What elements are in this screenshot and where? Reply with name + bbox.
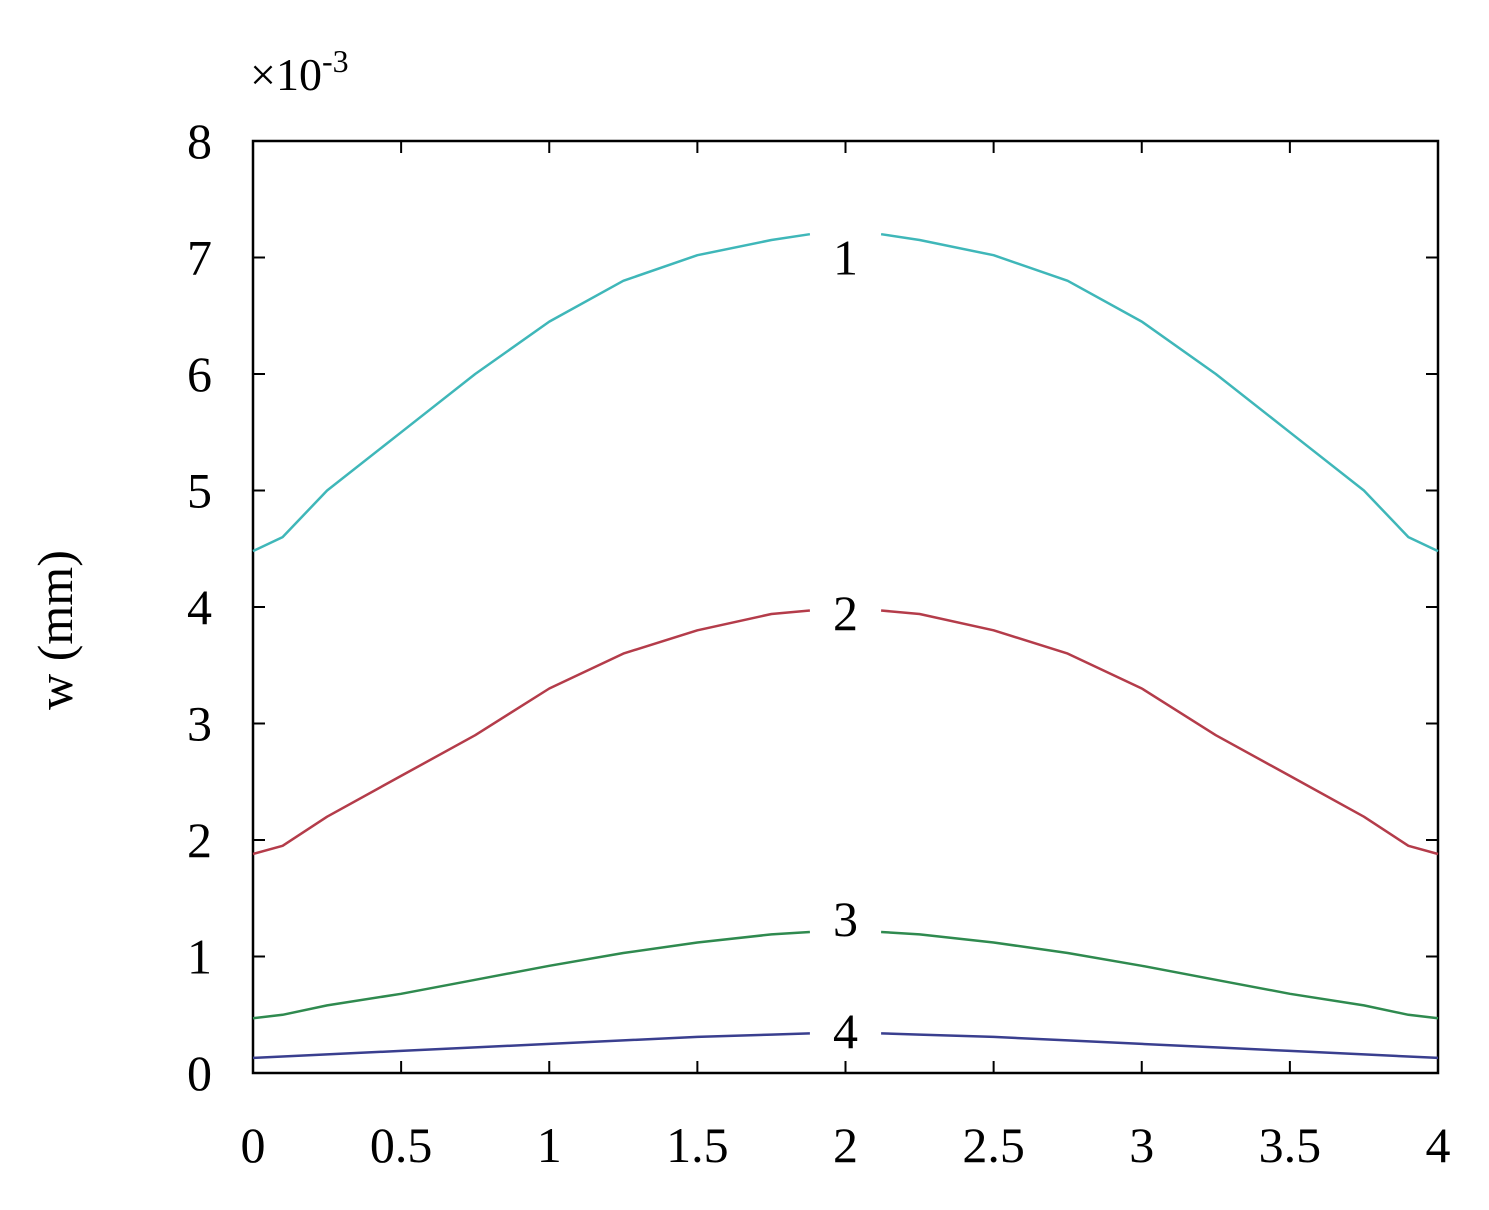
series-label-1: 1 (833, 230, 858, 286)
series-label-4: 4 (833, 1003, 858, 1059)
series-label-3: 3 (833, 891, 858, 947)
series-lines (252, 232, 1439, 1060)
x-tick-label: 4 (1426, 1117, 1451, 1173)
multiplier-exponent: -3 (322, 43, 349, 79)
series-line-2-right (880, 609, 1439, 856)
y-tick-label: 7 (187, 230, 212, 286)
series-line-3-left (252, 930, 810, 1020)
series-line-2-left (252, 609, 811, 856)
y-axis-multiplier: ×10-3 (250, 43, 349, 100)
series-line-1-right (880, 232, 1439, 553)
series-line-3-right (881, 930, 1439, 1020)
y-tick-label: 1 (187, 929, 212, 985)
multiplier-base: ×10 (250, 49, 322, 100)
x-tick-label: 3.5 (1259, 1117, 1322, 1173)
y-axis-label: w (mm) (27, 550, 83, 710)
x-tick-label: 3 (1129, 1117, 1154, 1173)
y-tick-label: 2 (187, 812, 212, 868)
axis-ticks (252, 140, 1439, 1074)
y-tick-label: 5 (187, 463, 212, 519)
series-line-4-right (881, 1032, 1439, 1060)
y-tick-label: 3 (187, 696, 212, 752)
x-tick-label: 1.5 (666, 1117, 729, 1173)
x-tick-label: 0.5 (370, 1117, 433, 1173)
x-tick-label: 2.5 (962, 1117, 1025, 1173)
x-tick-label: 1 (537, 1117, 562, 1173)
y-tick-labels: 0 1 2 3 4 5 6 7 8 (187, 113, 212, 1101)
series-line-1-left (252, 232, 811, 553)
series-label-2: 2 (833, 585, 858, 641)
x-tick-label: 2 (833, 1117, 858, 1173)
y-tick-label: 0 (187, 1045, 212, 1101)
y-tick-label: 6 (187, 346, 212, 402)
x-tick-labels: 0 0.5 1 1.5 2 2.5 3 3.5 4 (241, 1117, 1451, 1173)
series-labels: 1 2 3 4 (833, 230, 858, 1060)
y-tick-label: 8 (187, 113, 212, 169)
y-tick-label: 4 (187, 579, 212, 635)
x-tick-label: 0 (241, 1117, 266, 1173)
series-line-4-left (252, 1032, 810, 1060)
